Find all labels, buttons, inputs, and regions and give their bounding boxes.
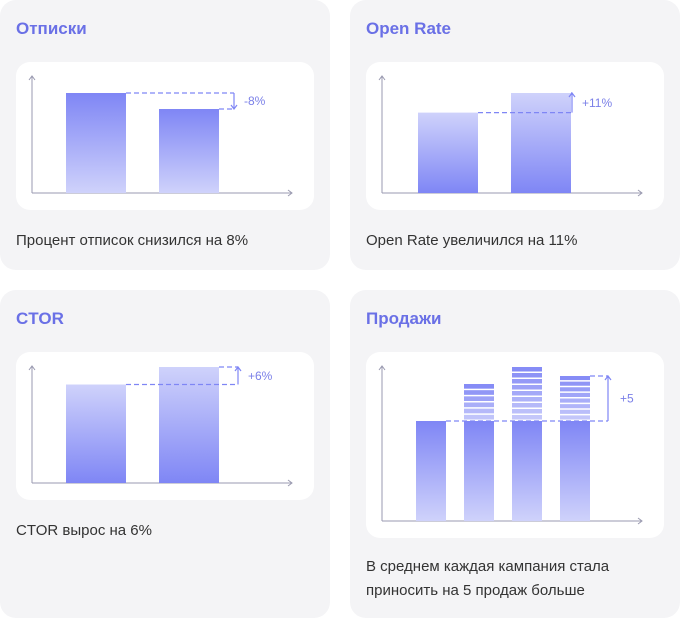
chart-container: +6%	[16, 352, 314, 500]
card-caption-line: В среднем каждая кампания стала	[366, 558, 610, 575]
card-unsubscribes: Отписки -8% Процент отписок снизился на …	[0, 0, 330, 270]
delta-label: +5	[620, 392, 634, 406]
delta-arrow	[568, 92, 576, 98]
chart-container: -8%	[16, 62, 314, 210]
bar-increment-stripe	[464, 384, 494, 389]
card-title: Продажи	[366, 309, 442, 328]
card-open-rate: Open Rate +11% Open Rate увеличился на 1…	[350, 0, 680, 270]
x-axis-arrow	[287, 479, 293, 487]
y-axis-arrow	[28, 365, 36, 371]
chart-container: +5	[366, 352, 664, 538]
bar-increment-stripe	[560, 381, 590, 386]
bar-increment-stripe	[560, 409, 590, 414]
bar-increment-stripe	[560, 392, 590, 397]
bar-increment-stripe	[512, 409, 542, 414]
delta-label: -8%	[244, 94, 266, 108]
y-axis-arrow	[378, 75, 386, 81]
delta-arrow	[234, 366, 242, 372]
bar-increment-stripe	[512, 415, 542, 420]
x-axis-arrow	[637, 517, 643, 525]
card-caption-line: приносить на 5 продаж больше	[366, 582, 585, 599]
bar-increment-stripe	[512, 403, 542, 408]
bar-increment-stripe	[464, 408, 494, 414]
bar-increment-stripe	[464, 402, 494, 408]
bar-increment-stripe	[560, 415, 590, 420]
bar-increment-stripe	[560, 387, 590, 392]
bar-increment-stripe	[512, 373, 542, 378]
bar-increment-stripe	[464, 414, 494, 420]
bar	[159, 367, 219, 483]
bar	[66, 384, 126, 483]
bar-increment-stripe	[512, 385, 542, 390]
bar	[159, 109, 219, 193]
bar-increment-stripe	[512, 397, 542, 402]
delta-arrow	[230, 104, 238, 110]
bar-increment-stripe	[464, 390, 494, 395]
unsubscribes-chart: -8%	[28, 75, 293, 197]
card-ctor: CTOR +6% CTOR вырос на 6%	[0, 290, 330, 618]
bar	[418, 112, 478, 193]
x-axis-arrow	[287, 189, 293, 197]
bar-increment-stripe	[560, 376, 590, 381]
open-rate-chart: +11%	[378, 75, 643, 197]
bar-base	[512, 421, 542, 521]
card-title: Open Rate	[366, 19, 452, 38]
card-title: CTOR	[16, 309, 64, 328]
y-axis-arrow	[28, 75, 36, 81]
card-sales: Продажи +5 В среднем каждая кампания ста…	[350, 290, 680, 618]
bar-base	[560, 421, 590, 521]
y-axis-arrow	[378, 365, 386, 371]
bar	[66, 93, 126, 193]
delta-label: +6%	[248, 369, 273, 383]
sales-chart: +5	[378, 365, 643, 525]
bar	[511, 93, 571, 193]
delta-label: +11%	[582, 96, 612, 110]
card-title: Отписки	[16, 19, 87, 38]
ctor-chart: +6%	[28, 365, 293, 487]
chart-container: +11%	[366, 62, 664, 210]
bar-increment-stripe	[560, 404, 590, 409]
card-caption: Процент отписок снизился на 8%	[16, 232, 249, 249]
x-axis-arrow	[637, 189, 643, 197]
bar-base	[416, 421, 446, 521]
bar-increment-stripe	[512, 367, 542, 372]
bar-increment-stripe	[512, 391, 542, 396]
bar-increment-stripe	[512, 379, 542, 384]
card-caption: Open Rate увеличился на 11%	[366, 232, 578, 249]
bar-base	[464, 421, 494, 521]
card-caption: CTOR вырос на 6%	[16, 522, 152, 539]
bar-increment-stripe	[560, 398, 590, 403]
delta-arrow	[604, 375, 612, 381]
bar-increment-stripe	[464, 396, 494, 401]
